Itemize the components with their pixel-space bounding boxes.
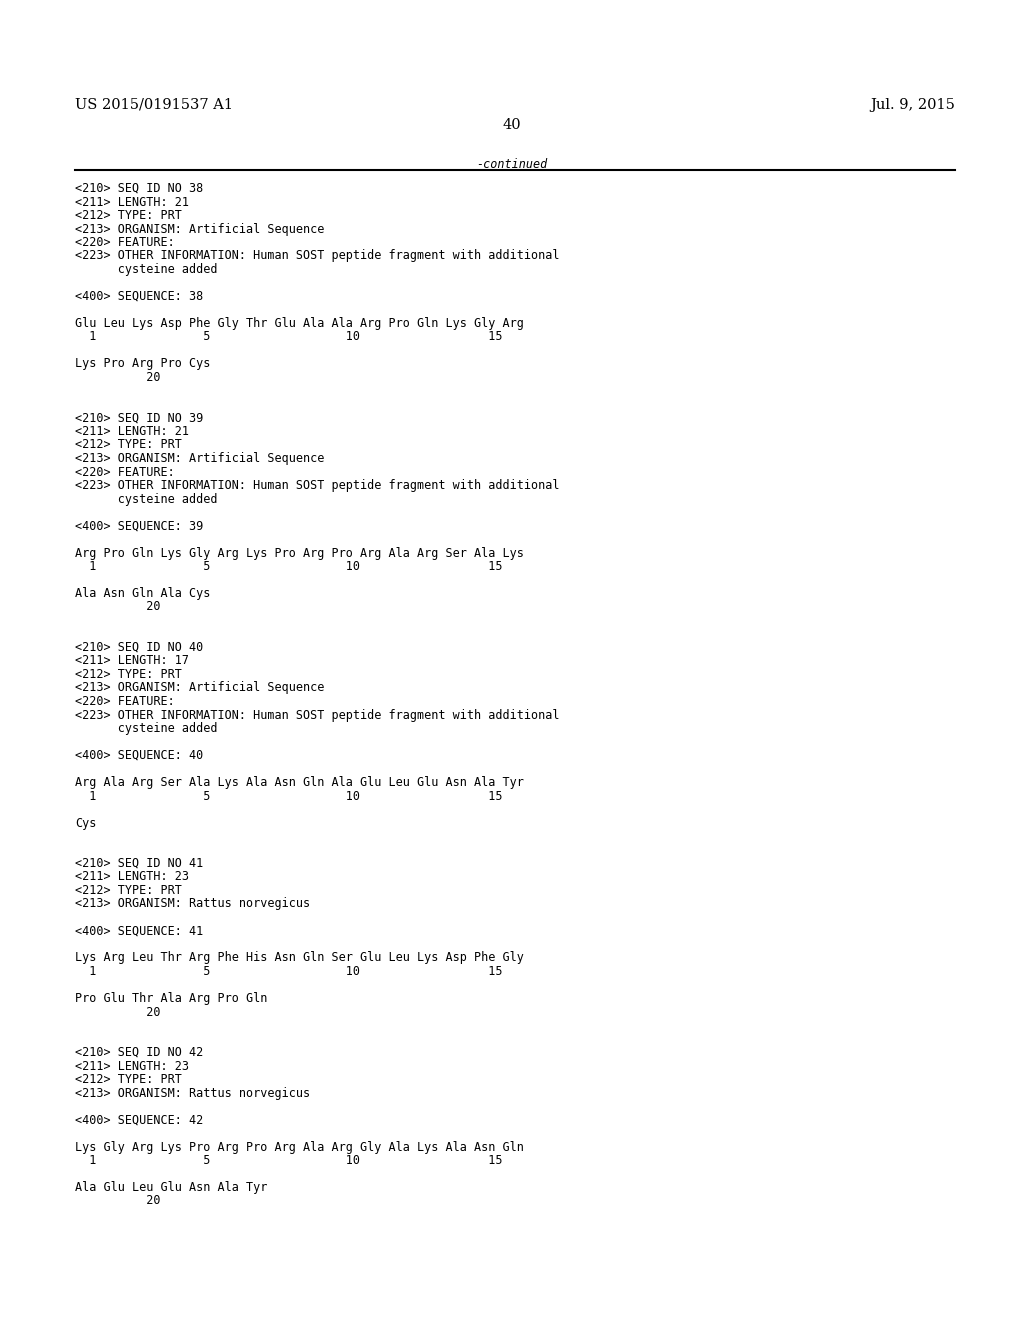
Text: <213> ORGANISM: Rattus norvegicus: <213> ORGANISM: Rattus norvegicus (75, 898, 310, 911)
Text: <220> FEATURE:: <220> FEATURE: (75, 466, 175, 479)
Text: Arg Pro Gln Lys Gly Arg Lys Pro Arg Pro Arg Ala Arg Ser Ala Lys: Arg Pro Gln Lys Gly Arg Lys Pro Arg Pro … (75, 546, 524, 560)
Text: Jul. 9, 2015: Jul. 9, 2015 (870, 98, 955, 112)
Text: <210> SEQ ID NO 38: <210> SEQ ID NO 38 (75, 182, 203, 195)
Text: 1               5                   10                  15: 1 5 10 15 (75, 965, 503, 978)
Text: Ala Glu Leu Glu Asn Ala Tyr: Ala Glu Leu Glu Asn Ala Tyr (75, 1181, 267, 1195)
Text: <213> ORGANISM: Rattus norvegicus: <213> ORGANISM: Rattus norvegicus (75, 1086, 310, 1100)
Text: <220> FEATURE:: <220> FEATURE: (75, 236, 175, 249)
Text: <400> SEQUENCE: 38: <400> SEQUENCE: 38 (75, 290, 203, 304)
Text: <212> TYPE: PRT: <212> TYPE: PRT (75, 668, 182, 681)
Text: Lys Gly Arg Lys Pro Arg Pro Arg Ala Arg Gly Ala Lys Ala Asn Gln: Lys Gly Arg Lys Pro Arg Pro Arg Ala Arg … (75, 1140, 524, 1154)
Text: <400> SEQUENCE: 40: <400> SEQUENCE: 40 (75, 748, 203, 762)
Text: 20: 20 (75, 371, 161, 384)
Text: <212> TYPE: PRT: <212> TYPE: PRT (75, 884, 182, 898)
Text: 1               5                   10                  15: 1 5 10 15 (75, 560, 503, 573)
Text: <211> LENGTH: 21: <211> LENGTH: 21 (75, 425, 189, 438)
Text: 20: 20 (75, 1006, 161, 1019)
Text: <213> ORGANISM: Artificial Sequence: <213> ORGANISM: Artificial Sequence (75, 681, 325, 694)
Text: <220> FEATURE:: <220> FEATURE: (75, 696, 175, 708)
Text: -continued: -continued (476, 158, 548, 172)
Text: <223> OTHER INFORMATION: Human SOST peptide fragment with additional: <223> OTHER INFORMATION: Human SOST pept… (75, 249, 559, 263)
Text: Glu Leu Lys Asp Phe Gly Thr Glu Ala Ala Arg Pro Gln Lys Gly Arg: Glu Leu Lys Asp Phe Gly Thr Glu Ala Ala … (75, 317, 524, 330)
Text: US 2015/0191537 A1: US 2015/0191537 A1 (75, 98, 233, 112)
Text: Ala Asn Gln Ala Cys: Ala Asn Gln Ala Cys (75, 587, 210, 601)
Text: <212> TYPE: PRT: <212> TYPE: PRT (75, 1073, 182, 1086)
Text: <213> ORGANISM: Artificial Sequence: <213> ORGANISM: Artificial Sequence (75, 451, 325, 465)
Text: 40: 40 (503, 117, 521, 132)
Text: <210> SEQ ID NO 42: <210> SEQ ID NO 42 (75, 1045, 203, 1059)
Text: <400> SEQUENCE: 41: <400> SEQUENCE: 41 (75, 924, 203, 937)
Text: Cys: Cys (75, 817, 96, 829)
Text: 20: 20 (75, 1195, 161, 1208)
Text: <210> SEQ ID NO 41: <210> SEQ ID NO 41 (75, 857, 203, 870)
Text: <210> SEQ ID NO 40: <210> SEQ ID NO 40 (75, 642, 203, 653)
Text: <212> TYPE: PRT: <212> TYPE: PRT (75, 209, 182, 222)
Text: Lys Pro Arg Pro Cys: Lys Pro Arg Pro Cys (75, 358, 210, 371)
Text: cysteine added: cysteine added (75, 722, 217, 735)
Text: Pro Glu Thr Ala Arg Pro Gln: Pro Glu Thr Ala Arg Pro Gln (75, 993, 267, 1005)
Text: <400> SEQUENCE: 39: <400> SEQUENCE: 39 (75, 520, 203, 532)
Text: <211> LENGTH: 23: <211> LENGTH: 23 (75, 1060, 189, 1072)
Text: <211> LENGTH: 21: <211> LENGTH: 21 (75, 195, 189, 209)
Text: <210> SEQ ID NO 39: <210> SEQ ID NO 39 (75, 412, 203, 425)
Text: <223> OTHER INFORMATION: Human SOST peptide fragment with additional: <223> OTHER INFORMATION: Human SOST pept… (75, 709, 559, 722)
Text: <211> LENGTH: 23: <211> LENGTH: 23 (75, 870, 189, 883)
Text: Arg Ala Arg Ser Ala Lys Ala Asn Gln Ala Glu Leu Glu Asn Ala Tyr: Arg Ala Arg Ser Ala Lys Ala Asn Gln Ala … (75, 776, 524, 789)
Text: <212> TYPE: PRT: <212> TYPE: PRT (75, 438, 182, 451)
Text: <400> SEQUENCE: 42: <400> SEQUENCE: 42 (75, 1114, 203, 1126)
Text: Lys Arg Leu Thr Arg Phe His Asn Gln Ser Glu Leu Lys Asp Phe Gly: Lys Arg Leu Thr Arg Phe His Asn Gln Ser … (75, 952, 524, 965)
Text: <213> ORGANISM: Artificial Sequence: <213> ORGANISM: Artificial Sequence (75, 223, 325, 235)
Text: <211> LENGTH: 17: <211> LENGTH: 17 (75, 655, 189, 668)
Text: 20: 20 (75, 601, 161, 614)
Text: cysteine added: cysteine added (75, 263, 217, 276)
Text: 1               5                   10                  15: 1 5 10 15 (75, 330, 503, 343)
Text: 1               5                   10                  15: 1 5 10 15 (75, 789, 503, 803)
Text: <223> OTHER INFORMATION: Human SOST peptide fragment with additional: <223> OTHER INFORMATION: Human SOST pept… (75, 479, 559, 492)
Text: 1               5                   10                  15: 1 5 10 15 (75, 1154, 503, 1167)
Text: cysteine added: cysteine added (75, 492, 217, 506)
